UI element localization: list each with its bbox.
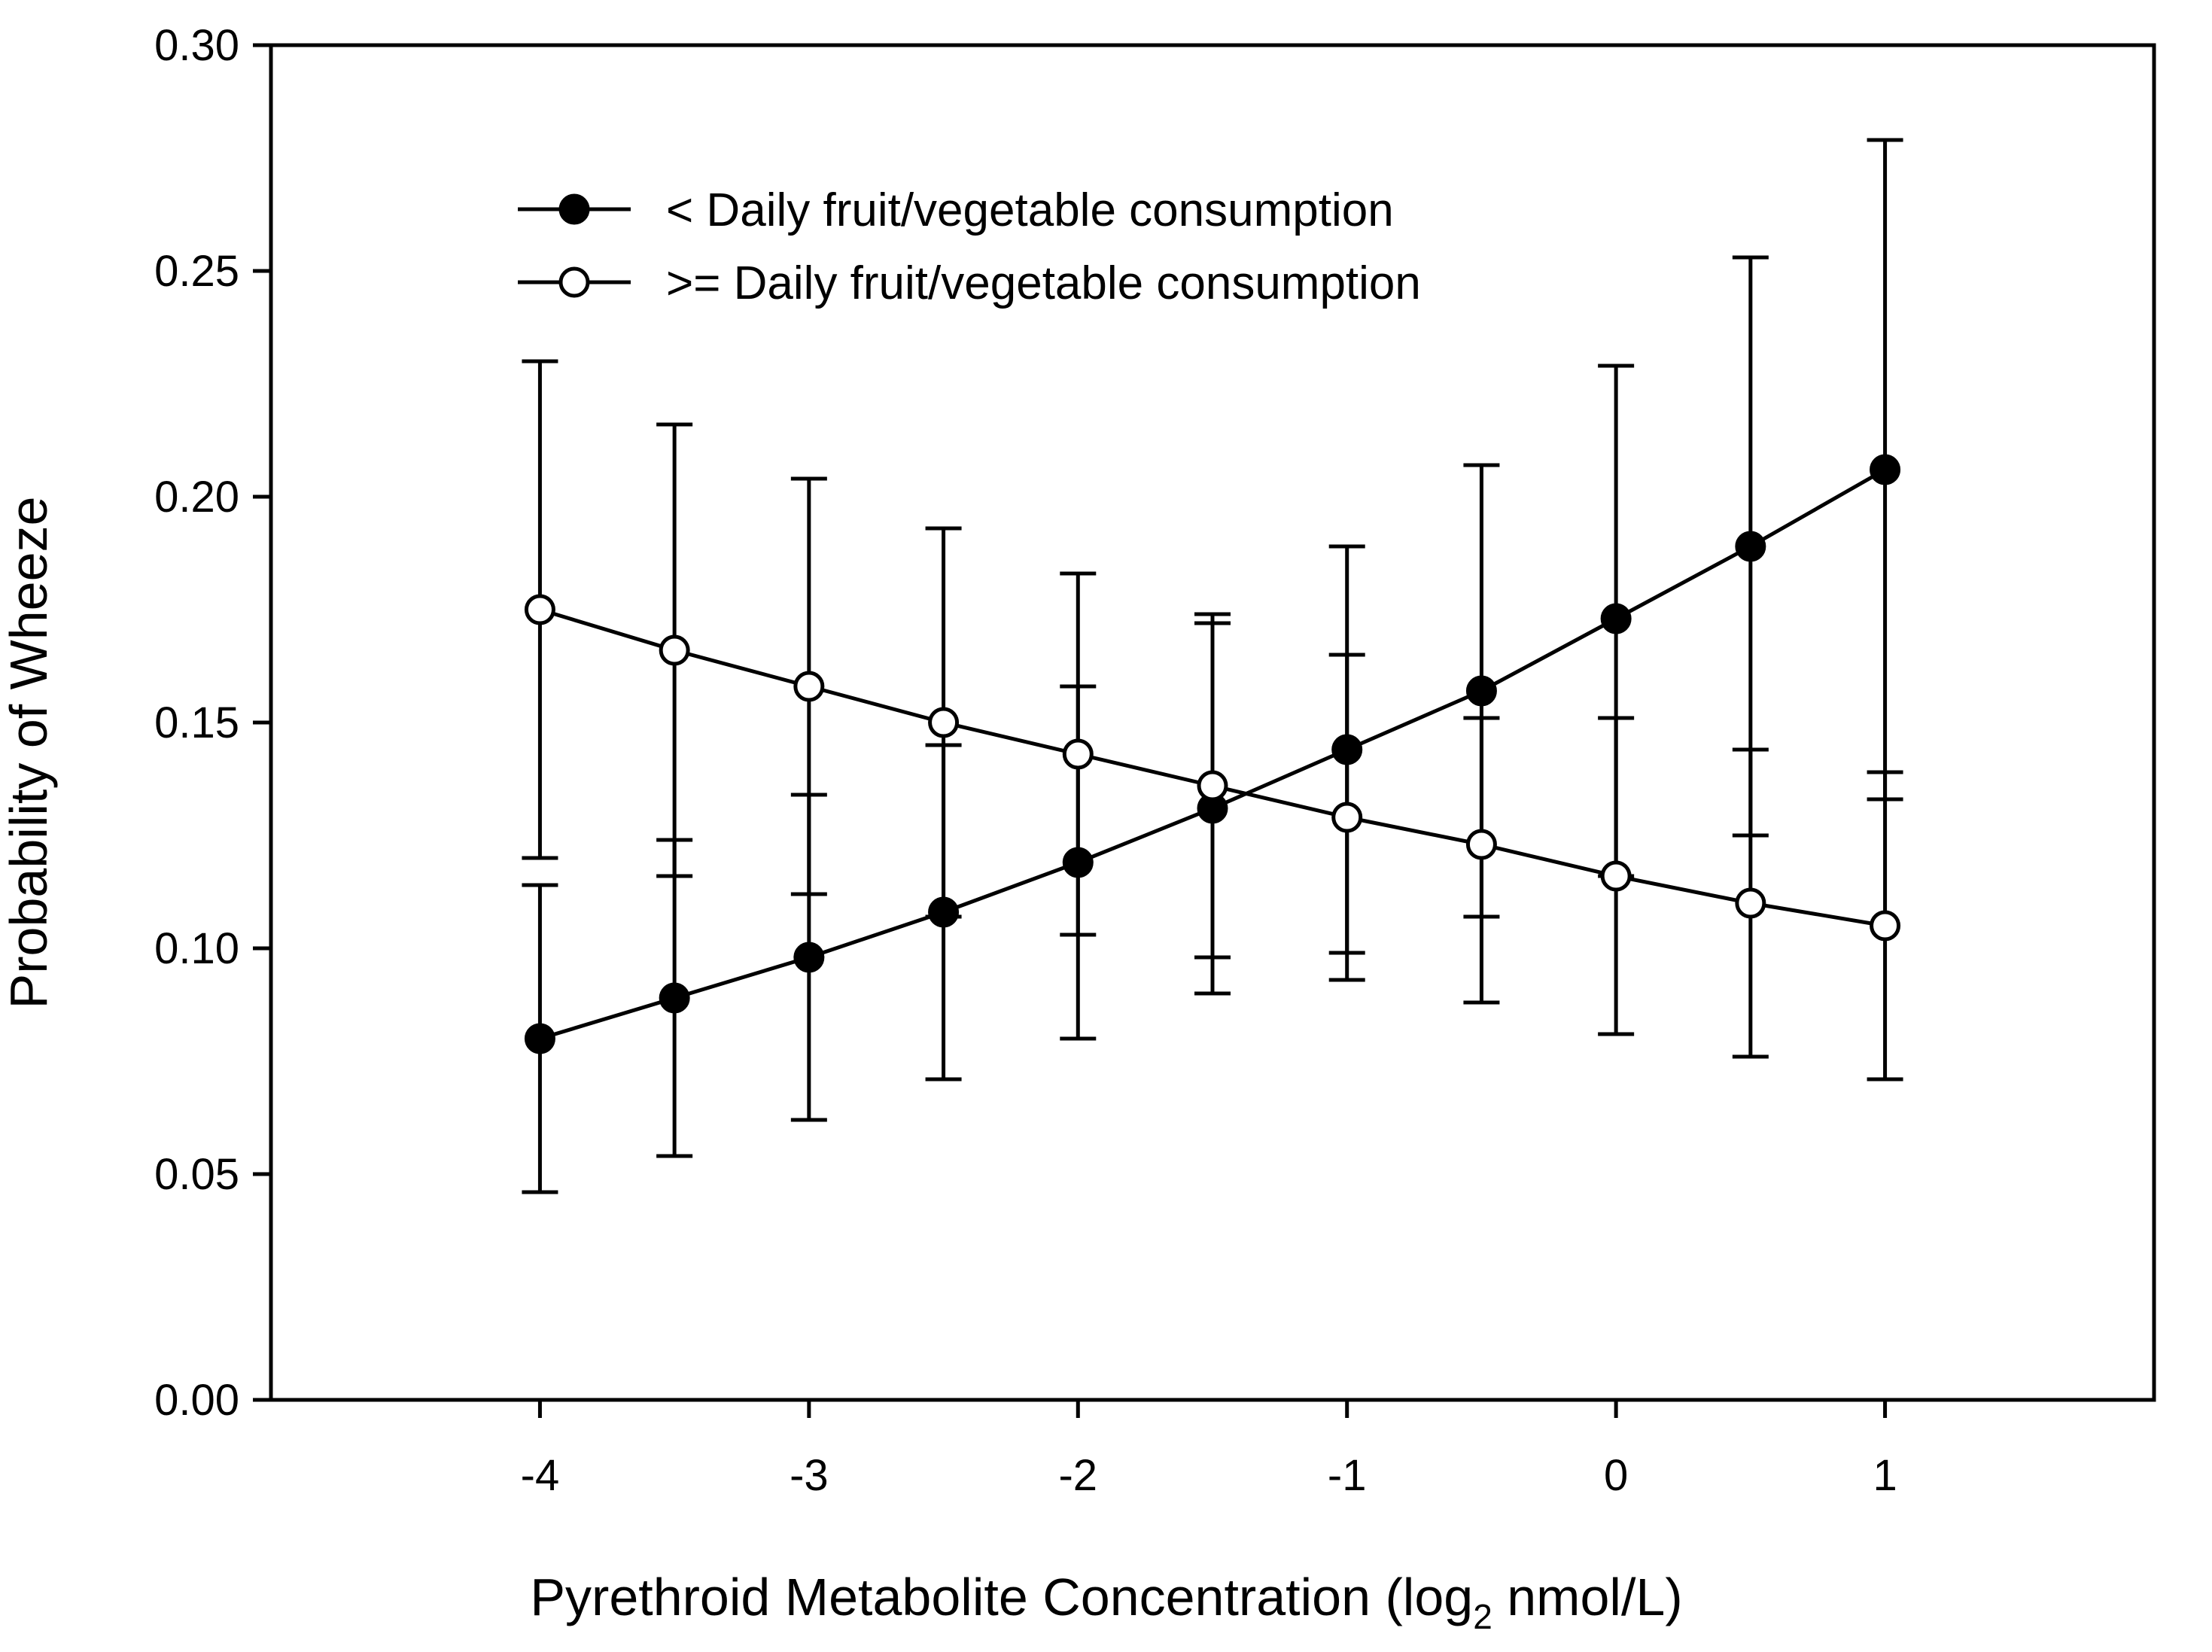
data-point (793, 671, 825, 702)
x-tick-label: 0 (1604, 1451, 1628, 1500)
y-tick-label: 0.20 (154, 473, 239, 522)
x-axis-title-suffix: nmol/L) (1492, 1568, 1683, 1626)
data-point (793, 942, 825, 973)
legend-entry-2: >= Daily fruit/vegetable consumption (518, 257, 1421, 309)
legend-label: >= Daily fruit/vegetable consumption (666, 257, 1421, 309)
x-tick-label: 1 (1873, 1451, 1897, 1500)
y-axis-title: Probability of Wheeze (0, 497, 58, 1009)
y-tick-label: 0.05 (154, 1150, 239, 1199)
data-point (659, 634, 690, 666)
data-point (1197, 770, 1228, 802)
data-point (1600, 603, 1632, 634)
x-axis-title-main: Pyrethroid Metabolite Concentration (log (530, 1568, 1473, 1626)
legend-marker (558, 193, 590, 225)
data-point (928, 896, 960, 928)
plot-area (522, 138, 1903, 1194)
x-axis-title-subscript: 2 (1473, 1597, 1492, 1636)
y-tick-label: 0.15 (154, 698, 239, 747)
data-point (928, 707, 960, 738)
data-point (1331, 734, 1363, 765)
data-point (1600, 860, 1632, 892)
data-point (1735, 887, 1766, 919)
series-2-points (524, 594, 1901, 942)
data-point (1870, 454, 1901, 485)
axes: 0.00 0.05 0.10 0.15 0.20 0.25 0.30 -4 -3 -2 -1 0 1 (154, 21, 2156, 1500)
x-axis-title: Pyrethroid Metabolite Concentration (log… (530, 1568, 1682, 1636)
y-tick-label: 0.00 (154, 1376, 239, 1425)
y-tick-label: 0.30 (154, 21, 239, 70)
legend-entry-1: < Daily fruit/vegetable consumption (518, 184, 1394, 236)
x-tick-label: -3 (790, 1451, 829, 1500)
data-point (1331, 802, 1363, 833)
legend: < Daily fruit/vegetable consumption >= Da… (518, 184, 1421, 309)
data-point (1735, 531, 1766, 562)
series-1-points (524, 454, 1901, 1054)
x-tick-label: -1 (1328, 1451, 1367, 1500)
data-point (659, 982, 690, 1014)
data-point (1870, 910, 1901, 942)
y-tick-label: 0.25 (154, 247, 239, 296)
data-point (1465, 675, 1497, 707)
legend-marker (558, 266, 590, 298)
data-point (1062, 738, 1094, 770)
y-tick-label: 0.10 (154, 924, 239, 973)
x-tick-label: -4 (521, 1451, 560, 1500)
data-point (1062, 847, 1094, 878)
legend-label: < Daily fruit/vegetable consumption (666, 184, 1394, 236)
data-point (524, 594, 555, 625)
x-tick-label: -2 (1058, 1451, 1097, 1500)
data-point (524, 1023, 555, 1054)
data-point (1465, 829, 1497, 860)
